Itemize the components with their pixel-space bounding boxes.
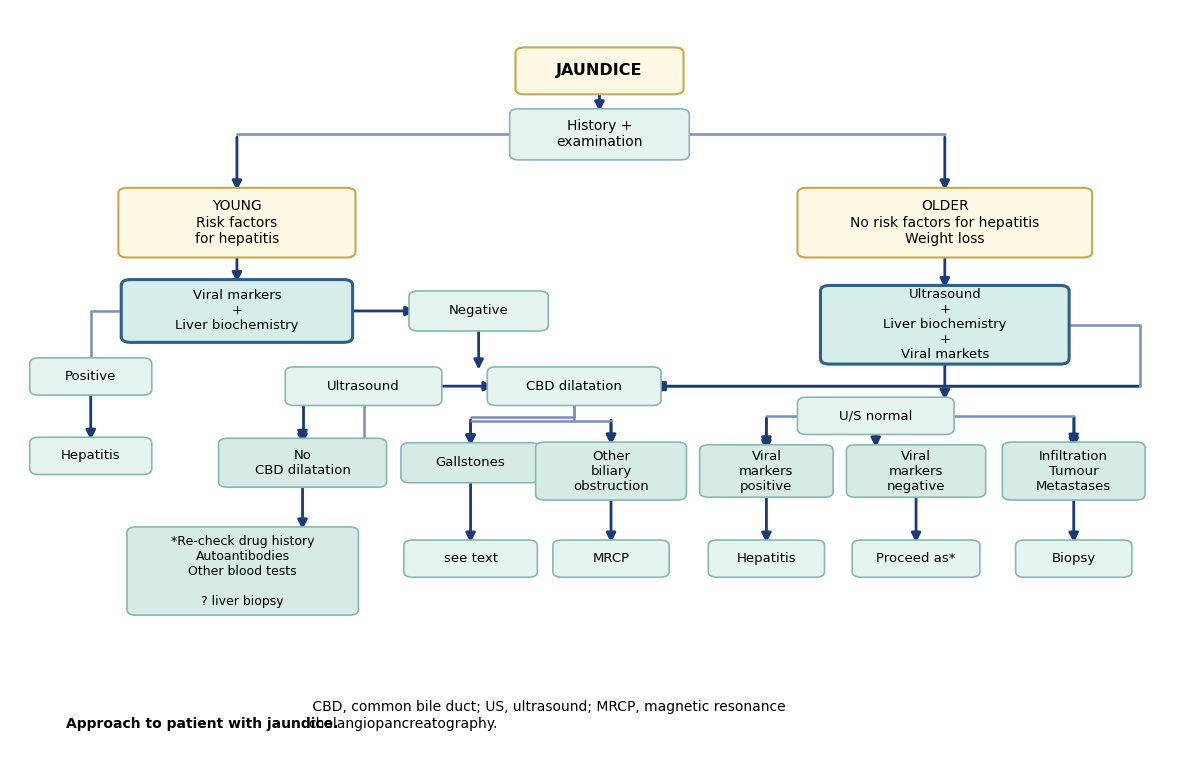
FancyBboxPatch shape <box>852 540 980 577</box>
Text: History +
examination: History + examination <box>556 119 643 150</box>
Text: JAUNDICE: JAUNDICE <box>556 64 643 78</box>
FancyBboxPatch shape <box>510 109 689 160</box>
FancyBboxPatch shape <box>487 367 661 405</box>
Text: see text: see text <box>444 552 498 565</box>
FancyBboxPatch shape <box>30 437 152 474</box>
Text: Negative: Negative <box>448 304 508 318</box>
FancyBboxPatch shape <box>797 188 1092 257</box>
Text: Infiltration
Tumour
Metastases: Infiltration Tumour Metastases <box>1036 449 1111 492</box>
Text: Other
biliary
obstruction: Other biliary obstruction <box>573 449 649 492</box>
FancyBboxPatch shape <box>516 47 683 94</box>
FancyBboxPatch shape <box>846 445 986 497</box>
Text: Biopsy: Biopsy <box>1052 552 1096 565</box>
Text: *Re-check drug history
Autoantibodies
Other blood tests

? liver biopsy: *Re-check drug history Autoantibodies Ot… <box>171 535 314 608</box>
Text: No
CBD dilatation: No CBD dilatation <box>254 448 350 477</box>
FancyBboxPatch shape <box>218 438 386 487</box>
FancyBboxPatch shape <box>400 443 541 483</box>
Text: Positive: Positive <box>65 370 116 383</box>
FancyBboxPatch shape <box>127 527 359 615</box>
FancyBboxPatch shape <box>700 445 833 497</box>
FancyBboxPatch shape <box>1002 442 1145 500</box>
Text: Approach to patient with jaundice.: Approach to patient with jaundice. <box>66 717 338 731</box>
Text: Viral markers
+
Liver biochemistry: Viral markers + Liver biochemistry <box>175 289 299 332</box>
Text: YOUNG
Risk factors
for hepatitis: YOUNG Risk factors for hepatitis <box>194 199 279 246</box>
Text: Viral
markers
negative: Viral markers negative <box>887 449 945 492</box>
Text: Hepatitis: Hepatitis <box>736 552 796 565</box>
Text: Viral
markers
positive: Viral markers positive <box>740 449 794 492</box>
Text: U/S normal: U/S normal <box>839 409 912 423</box>
Text: Proceed as*: Proceed as* <box>876 552 956 565</box>
FancyBboxPatch shape <box>119 188 355 257</box>
FancyBboxPatch shape <box>553 540 669 577</box>
Text: OLDER
No risk factors for hepatitis
Weight loss: OLDER No risk factors for hepatitis Weig… <box>850 199 1040 246</box>
FancyBboxPatch shape <box>409 291 548 331</box>
Text: Ultrasound: Ultrasound <box>327 379 400 393</box>
Text: Hepatitis: Hepatitis <box>61 449 121 463</box>
FancyBboxPatch shape <box>1016 540 1132 577</box>
FancyBboxPatch shape <box>820 285 1070 364</box>
Text: Ultrasound
+
Liver biochemistry
+
Viral markets: Ultrasound + Liver biochemistry + Viral … <box>882 289 1007 361</box>
FancyBboxPatch shape <box>709 540 825 577</box>
FancyBboxPatch shape <box>30 358 152 395</box>
FancyBboxPatch shape <box>285 367 441 405</box>
Text: MRCP: MRCP <box>592 552 629 565</box>
FancyBboxPatch shape <box>121 280 353 343</box>
FancyBboxPatch shape <box>404 540 537 577</box>
Text: CBD, common bile duct; US, ultrasound; MRCP, magnetic resonance
cholangiopancrea: CBD, common bile duct; US, ultrasound; M… <box>308 700 785 731</box>
Text: Gallstones: Gallstones <box>435 456 506 470</box>
FancyBboxPatch shape <box>536 442 686 500</box>
Text: CBD dilatation: CBD dilatation <box>526 379 622 393</box>
FancyBboxPatch shape <box>797 397 954 434</box>
